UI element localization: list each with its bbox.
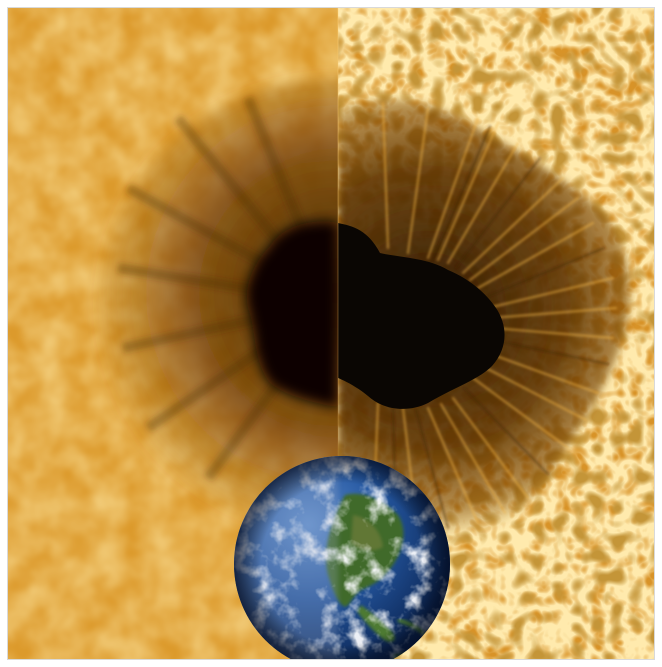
blurred-photosphere — [8, 8, 338, 659]
sunspot-photo — [8, 8, 654, 659]
earth-globe — [234, 456, 450, 659]
image-seam — [337, 8, 339, 659]
left-half-blurred-sunspot — [8, 8, 338, 659]
